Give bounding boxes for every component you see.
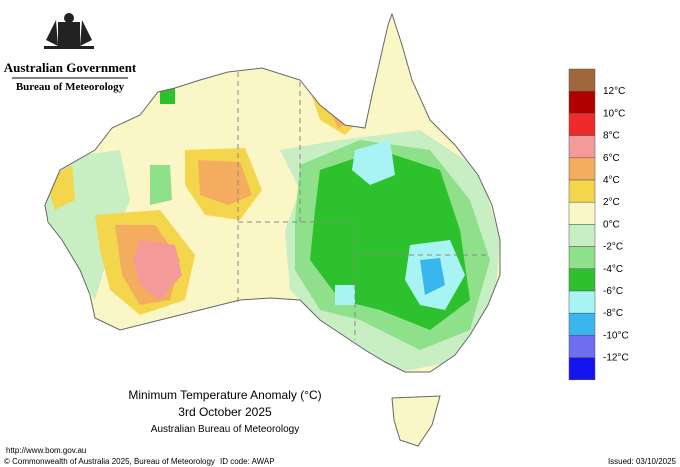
- state-borders: [237, 72, 490, 340]
- agency-name: Bureau of Meteorology: [16, 81, 125, 93]
- legend-swatch: [568, 157, 596, 181]
- legend-swatch: [568, 113, 596, 136]
- legend-label: 12°C: [603, 86, 625, 97]
- footer-id: ID code: AWAP: [220, 457, 275, 466]
- legend-swatch: [568, 268, 596, 292]
- legend-label: -6°C: [603, 286, 623, 297]
- legend-label: -4°C: [603, 264, 623, 275]
- legend-swatch: [568, 357, 596, 381]
- legend-swatch: [568, 224, 596, 247]
- legend-swatch: [568, 246, 596, 270]
- map-title: Minimum Temperature Anomaly (°C): [128, 388, 321, 402]
- legend: 12°C 10°C 8°C 6°C 4°C 2°C 0°C -2°C -4°C -6°C -8°C -…: [568, 68, 629, 381]
- footer-copyright: © Commonwealth of Australia 2025, Bureau…: [4, 457, 215, 466]
- legend-label: -10°C: [603, 330, 629, 341]
- legend-label: 0°C: [603, 219, 620, 230]
- legend-swatch: [568, 335, 596, 358]
- legend-swatch: [568, 135, 596, 159]
- legend-label: -12°C: [603, 353, 629, 364]
- legend-label: 2°C: [603, 197, 620, 208]
- government-name: Australian Government: [4, 60, 137, 75]
- legend-swatch: [568, 201, 596, 225]
- legend-label: 4°C: [603, 175, 620, 186]
- coastline: [44, 12, 501, 447]
- legend-swatch: [568, 312, 596, 336]
- legend-label: -8°C: [603, 308, 623, 319]
- legend-swatch: [568, 290, 596, 314]
- footer-issued: Issued: 03/10/2025: [608, 457, 677, 466]
- legend-label: 8°C: [603, 131, 620, 142]
- coat-of-arms: [44, 13, 94, 49]
- legend-swatch: [568, 179, 596, 203]
- legend-label: 6°C: [603, 153, 620, 164]
- legend-label: 10°C: [603, 108, 625, 119]
- map-date: 3rd October 2025: [178, 405, 272, 419]
- legend-label: -2°C: [603, 242, 623, 253]
- legend-swatch: [568, 68, 596, 92]
- map-source: Australian Bureau of Meteorology: [151, 424, 299, 435]
- legend-swatch: [568, 90, 596, 114]
- footer-url: http://www.bom.gov.au: [6, 446, 86, 455]
